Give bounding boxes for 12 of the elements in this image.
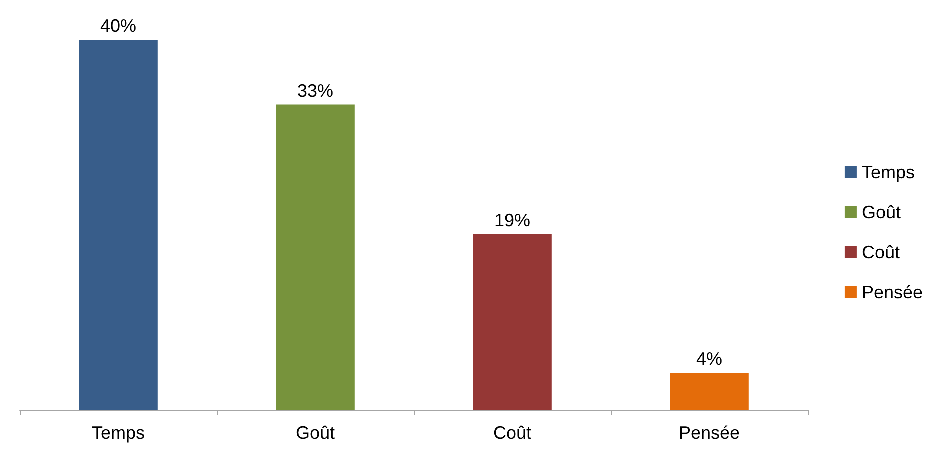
x-tick-label: Temps xyxy=(92,423,146,443)
x-tick-label: Goût xyxy=(296,423,336,443)
x-tick-label: Coût xyxy=(493,423,532,443)
data-label: 4% xyxy=(696,349,723,369)
x-tick-label: Pensée xyxy=(678,423,740,443)
legend-label: Goût xyxy=(862,202,901,222)
data-label: 19% xyxy=(494,210,531,230)
legend-label: Pensée xyxy=(862,282,924,302)
legend-label: Temps xyxy=(862,162,915,182)
data-label: 33% xyxy=(297,80,334,101)
data-label: 40% xyxy=(100,16,137,36)
legend-label: Coût xyxy=(862,242,900,262)
